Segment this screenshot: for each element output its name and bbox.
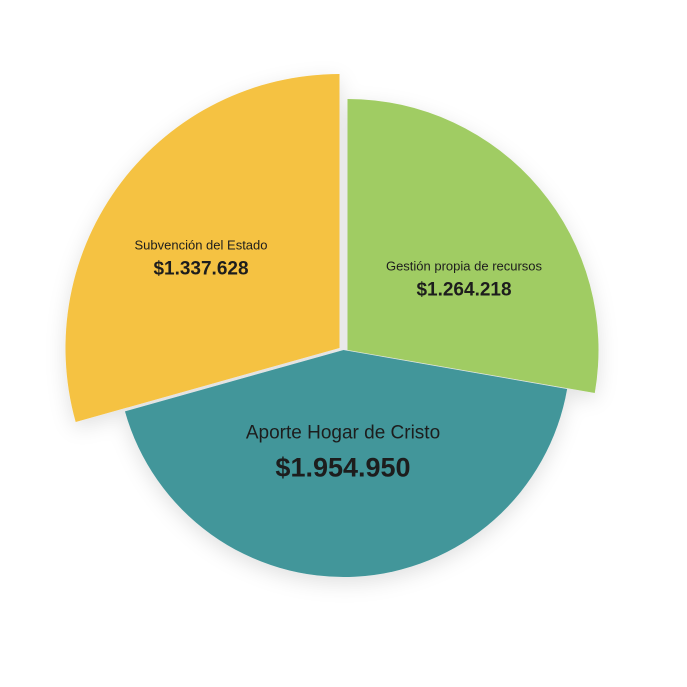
slice-value-subvencion: $1.337.628 — [153, 258, 249, 280]
pie-slice-aporte — [124, 350, 568, 577]
slice-label-gestion: Gestión propia de recursos $1.264.218 — [386, 259, 542, 302]
slice-label-aporte: Aporte Hogar de Cristo $1.954.950 — [246, 423, 440, 484]
slice-name-aporte: Aporte Hogar de Cristo — [245, 422, 441, 444]
pie-slice-gestion — [347, 99, 599, 394]
slice-value-gestion: $1.264.218 — [416, 279, 512, 301]
slice-label-subvencion: Subvención del Estado $1.337.628 — [135, 238, 268, 281]
slice-name-gestion: Gestión propia de recursos — [385, 258, 543, 274]
pie-slice-subvencion — [65, 74, 340, 423]
slice-name-subvencion: Subvención del Estado — [134, 237, 268, 253]
slice-value-aporte: $1.954.950 — [275, 452, 411, 483]
